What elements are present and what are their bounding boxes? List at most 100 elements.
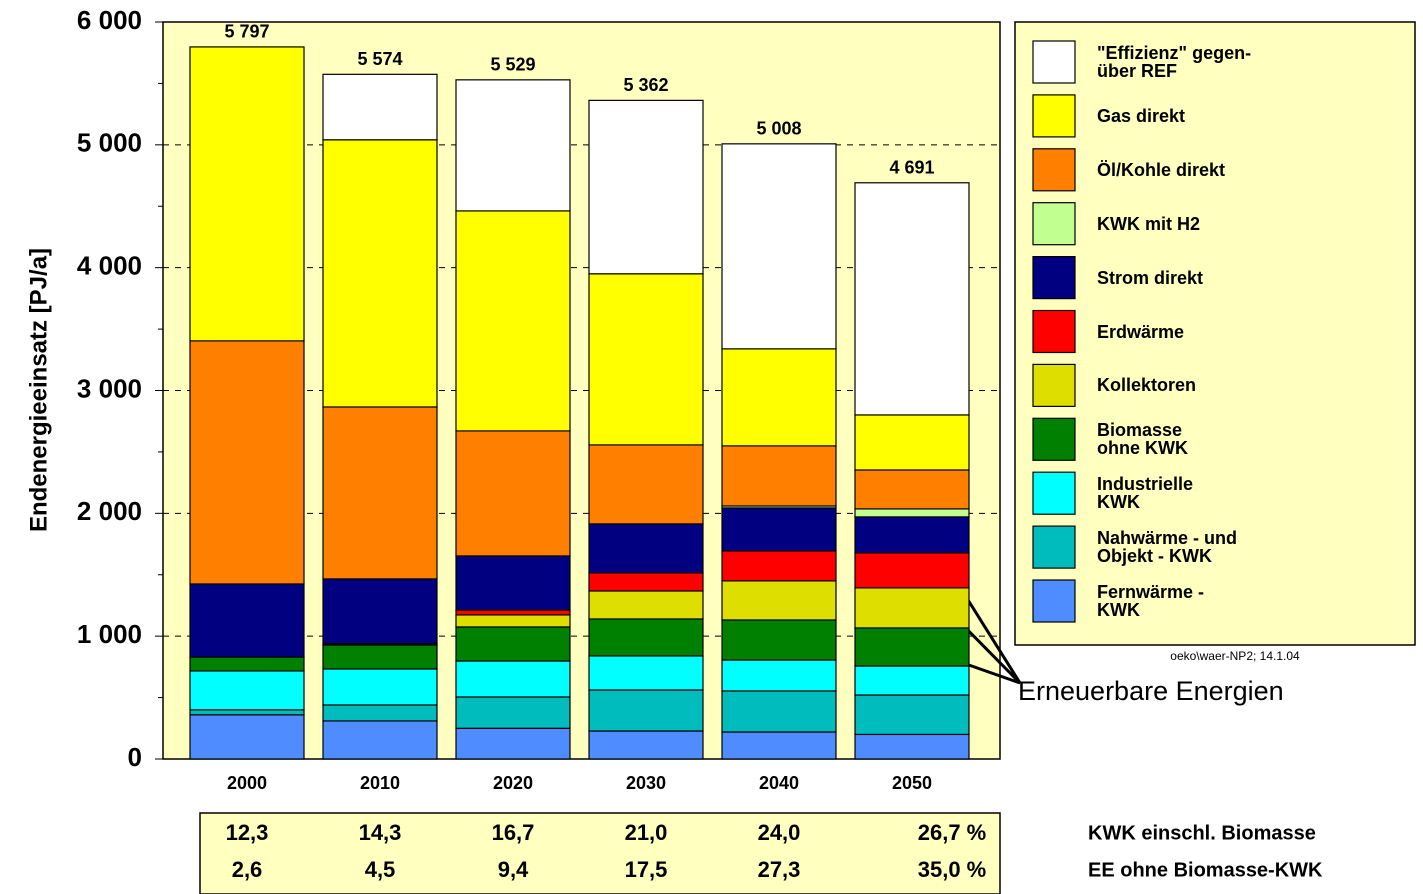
y-axis-title: Endenergieeinsatz [PJ/a] [25, 248, 52, 532]
bar-segment [189, 709, 305, 716]
table-cell: 21,0 [625, 820, 668, 845]
bar-segment [588, 572, 704, 592]
bar-segment [189, 656, 305, 672]
table-cell: 9,4 [498, 857, 529, 882]
bar-segment [721, 619, 837, 661]
bar-segment [854, 627, 970, 667]
bar-segment [588, 689, 704, 732]
bar-segment [189, 340, 305, 585]
bar-segment [322, 73, 438, 141]
x-tick-label: 2040 [759, 773, 799, 793]
legend-label: Kollektoren [1097, 375, 1197, 396]
bar-segment [455, 79, 571, 212]
total-label: 4 691 [889, 158, 934, 178]
table-cell: 27,3 [758, 857, 801, 882]
table-row-label: EE ohne Biomasse-KWK [1088, 859, 1323, 881]
bar-segment [854, 469, 970, 510]
total-label: 5 574 [357, 49, 402, 69]
bar-segment [322, 720, 438, 760]
bar-segment [588, 523, 704, 574]
bar-segment [322, 139, 438, 408]
bar-segment [189, 670, 305, 711]
bar-segment [854, 508, 970, 518]
bar-segment [588, 655, 704, 691]
bar-segment [455, 660, 571, 698]
bar-segment [189, 583, 305, 658]
bar-segment [322, 704, 438, 722]
x-tick-label: 2020 [493, 773, 533, 793]
bar-segment [455, 555, 571, 611]
legend-swatch [1032, 309, 1076, 354]
x-tick-label: 2010 [360, 773, 400, 793]
table-box [199, 812, 1001, 894]
bar-segment [854, 733, 970, 760]
y-tick-label: 5 000 [77, 128, 142, 158]
x-tick-label: 2030 [626, 773, 666, 793]
table-cell: 4,5 [365, 857, 396, 882]
bar-segment [854, 665, 970, 696]
bar-segment [455, 696, 571, 729]
y-tick-label: 2 000 [77, 496, 142, 526]
legend-label: Öl/Kohle direkt [1097, 159, 1226, 180]
table-cell: 2,6 [232, 857, 263, 882]
bar-segment [189, 714, 305, 760]
bar-segment [721, 550, 837, 582]
legend-swatch [1032, 148, 1076, 192]
bar-segment [322, 644, 438, 670]
bar-segment [588, 618, 704, 657]
table-cell: 26,7 % [918, 820, 987, 845]
bar-segment [455, 727, 571, 760]
table-cell: 24,0 [758, 820, 801, 845]
y-tick-label: 0 [128, 742, 142, 772]
legend-swatch [1032, 579, 1076, 623]
bar-segment [721, 143, 837, 350]
legend-swatch [1032, 256, 1076, 300]
total-label: 5 529 [490, 55, 535, 75]
table-cell: 17,5 [625, 857, 668, 882]
legend-label: "Effizienz" gegen- über REF [1097, 43, 1252, 81]
bar-segment [721, 445, 837, 507]
bar-segment [322, 406, 438, 580]
table-cell: 35,0 % [918, 857, 987, 882]
legend-swatch [1032, 363, 1076, 407]
legend-swatch [1032, 525, 1076, 569]
bar-segment [854, 694, 970, 736]
total-label: 5 797 [224, 22, 269, 42]
bar-segment [854, 516, 970, 554]
annotation: Erneuerbare Energien [1018, 676, 1284, 706]
bar-segment [455, 626, 571, 662]
bar-segment [721, 659, 837, 692]
legend-swatch [1032, 471, 1076, 515]
table-cell: 12,3 [226, 820, 269, 845]
x-tick-label: 2050 [892, 773, 932, 793]
bar-segment [854, 182, 970, 416]
legend-label: Erdwärme [1097, 321, 1185, 342]
bar-segment [455, 430, 571, 557]
legend-swatch [1032, 202, 1076, 246]
bar-segment [588, 99, 704, 275]
bar-segment [588, 273, 704, 446]
bar-segment [588, 590, 704, 620]
bar-segment [322, 578, 438, 645]
bar-segment [721, 731, 837, 760]
legend-box [1014, 21, 1416, 646]
y-tick-label: 4 000 [77, 251, 142, 281]
bar-segment [721, 580, 837, 621]
total-label: 5 362 [623, 75, 668, 95]
y-tick-label: 1 000 [77, 619, 142, 649]
bar-segment [854, 414, 970, 471]
bar-segment [721, 507, 837, 552]
legend-swatch [1032, 94, 1076, 138]
y-tick-label: 6 000 [77, 5, 142, 35]
legend-label: Industrielle KWK [1097, 474, 1194, 513]
legend-swatch [1032, 417, 1076, 461]
x-tick-label: 2000 [227, 773, 267, 793]
bar-segment [189, 46, 305, 342]
legend-label: Biomasse ohne KWK [1097, 420, 1188, 459]
bar-segment [455, 210, 571, 432]
bar-segment [854, 587, 970, 629]
table-row-label: KWK einschl. Biomasse [1088, 822, 1316, 844]
legend-label: Strom direkt [1097, 267, 1204, 288]
source-note: oeko\waer-NP2; 14.1.04 [1170, 649, 1300, 663]
